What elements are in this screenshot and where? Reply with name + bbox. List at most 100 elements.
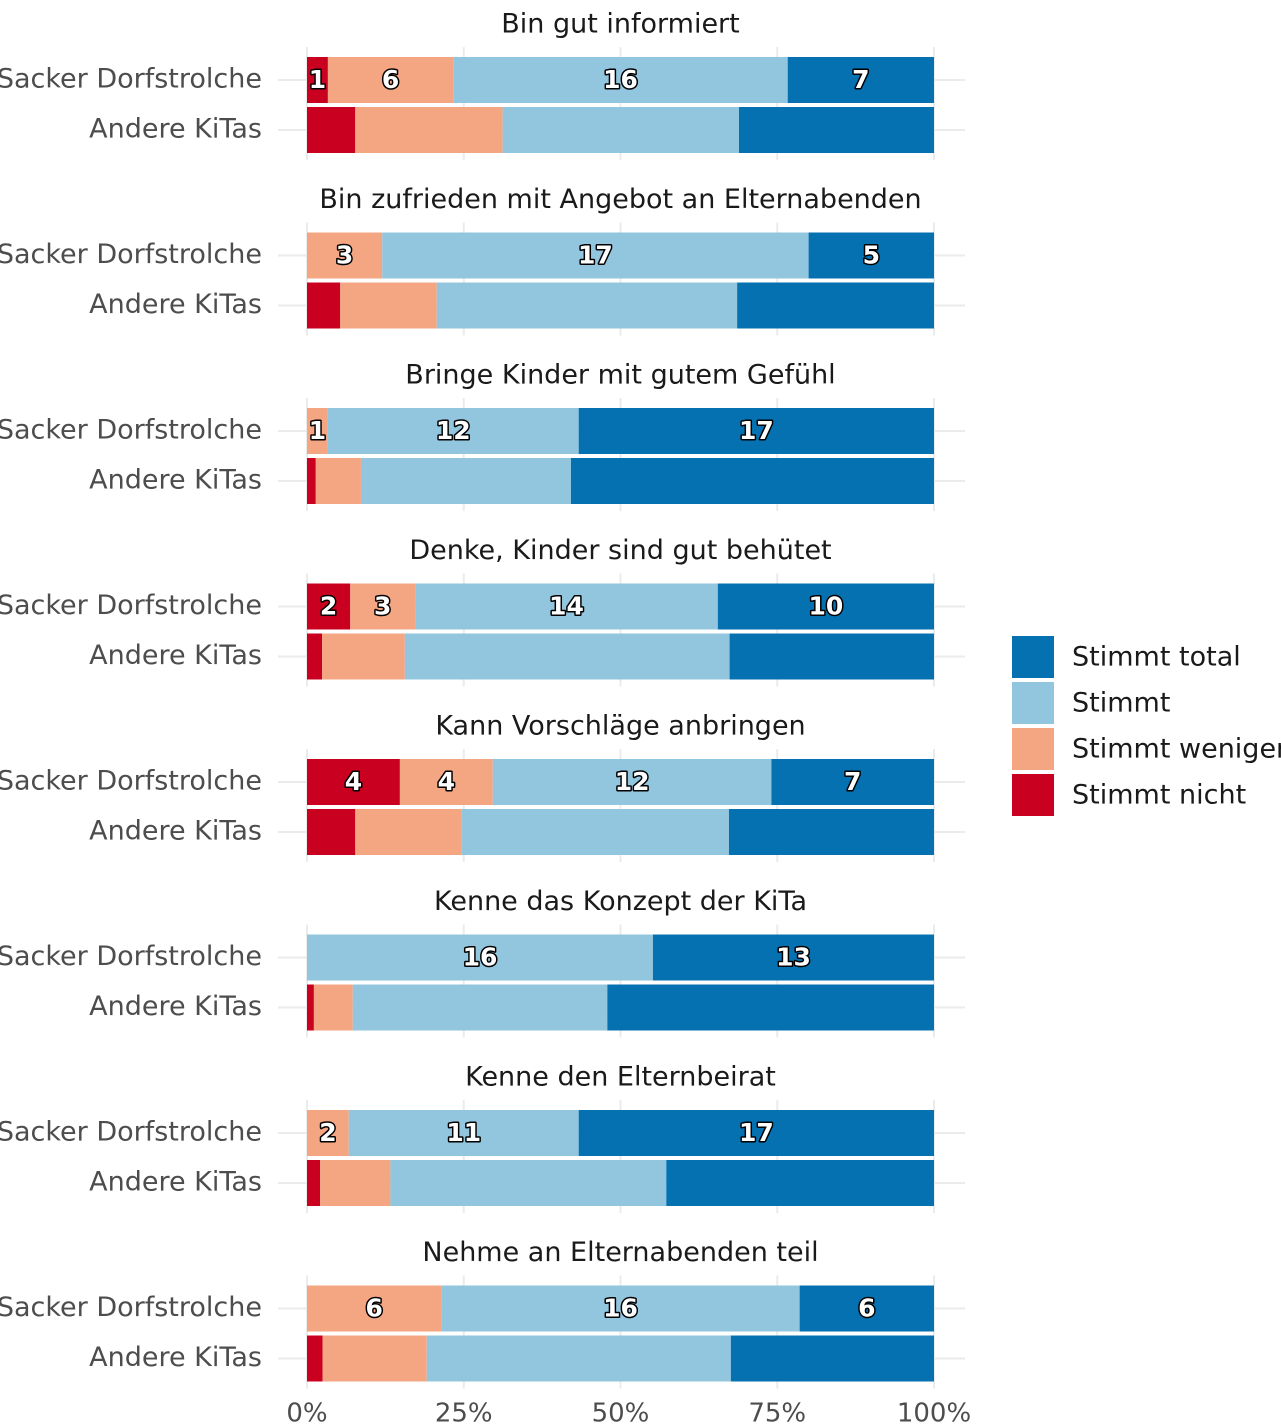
row-label: Sacker Dorfstrolche [0, 239, 262, 270]
bar-segment [799, 1285, 934, 1332]
x-tick-label: 25% [435, 1399, 493, 1427]
facet-title: Bringe Kinder mit gutem Gefühl [405, 360, 835, 391]
row-label: Andere KiTas [89, 991, 262, 1022]
bar-segment [307, 408, 328, 454]
bar-segment [578, 408, 934, 454]
x-tick-label: 75% [748, 1399, 806, 1427]
bar-segment [355, 107, 503, 153]
row-label: Andere KiTas [89, 816, 262, 847]
bar-segment [730, 1335, 934, 1382]
data-label: 17 [578, 241, 613, 270]
facet-title: Bin gut informiert [501, 9, 740, 40]
bar-segment [307, 759, 400, 805]
data-label: 4 [438, 767, 455, 796]
facet-title: Kann Vorschläge anbringen [435, 711, 805, 742]
row-label: Sacker Dorfstrolche [0, 941, 262, 972]
bar-segment [307, 583, 351, 630]
legend-swatch [1012, 636, 1054, 678]
bar-segment [360, 458, 571, 504]
row-label: Sacker Dorfstrolche [0, 766, 262, 797]
facet-title: Kenne das Konzept der KiTa [434, 886, 807, 917]
row-label: Sacker Dorfstrolche [0, 1117, 262, 1148]
legend-swatch [1012, 774, 1054, 816]
bar-segment [461, 809, 729, 855]
row-label: Sacker Dorfstrolche [0, 590, 262, 621]
bar-segment [307, 282, 341, 329]
facet-title: Nehme an Elternabenden teil [422, 1237, 818, 1268]
bar-segment [322, 1335, 427, 1382]
x-tick-label: 50% [592, 1399, 650, 1427]
bar-segment [348, 1110, 579, 1156]
bar-segment [340, 282, 437, 329]
bar-segment [453, 57, 788, 103]
facet-title: Bin zufrieden mit Angebot an Elternabend… [319, 184, 921, 215]
data-label: 12 [436, 416, 471, 445]
bar-segment [390, 1160, 667, 1206]
data-label: 12 [615, 767, 650, 796]
bar-segment [717, 583, 934, 630]
bar-segment [666, 1160, 934, 1206]
row-label: Andere KiTas [89, 1167, 262, 1198]
data-label: 4 [345, 767, 362, 796]
bar-segment [808, 232, 934, 279]
bar-segment [307, 633, 323, 680]
bar-segment [320, 1160, 391, 1206]
bar-segment [322, 633, 405, 680]
bar-segment [307, 984, 314, 1031]
row-label: Sacker Dorfstrolche [0, 1292, 262, 1323]
data-label: 17 [739, 416, 774, 445]
bar-segment [441, 1285, 800, 1332]
bar-segment [737, 282, 934, 329]
x-tick-label: 100% [897, 1399, 971, 1427]
bar-segment [307, 458, 316, 504]
bar-segment [307, 107, 356, 153]
bar-segment [327, 57, 454, 103]
bar-segment [355, 809, 462, 855]
bar-segment [307, 57, 328, 103]
bar-segment [578, 1110, 934, 1156]
row-label: Sacker Dorfstrolche [0, 415, 262, 446]
data-label: 16 [463, 943, 498, 972]
row-label: Sacker Dorfstrolche [0, 64, 262, 95]
row-label: Andere KiTas [89, 114, 262, 145]
bar-segment [771, 759, 934, 805]
bar-segment [399, 759, 493, 805]
legend-swatch [1012, 682, 1054, 724]
data-label: 6 [858, 1294, 875, 1323]
facet-title: Denke, Kinder sind gut behütet [409, 535, 831, 566]
legend-swatch [1012, 728, 1054, 770]
bar-segment [307, 1335, 323, 1382]
data-label: 7 [852, 65, 869, 94]
data-label: 17 [739, 1118, 774, 1147]
bar-segment [327, 408, 579, 454]
bar-segment [382, 232, 809, 279]
bar-segment [787, 57, 934, 103]
bar-segment [313, 984, 353, 1031]
data-label: 10 [808, 592, 843, 621]
data-label: 14 [549, 592, 584, 621]
data-label: 7 [844, 767, 861, 796]
data-label: 5 [863, 241, 880, 270]
bar-segment [607, 984, 934, 1031]
legend-entry: Stimmt total [1072, 642, 1241, 673]
bar-segment [436, 282, 738, 329]
bar-segment [315, 458, 361, 504]
bar-segment [492, 759, 772, 805]
bar-segment [652, 934, 934, 981]
data-label: 1 [309, 65, 326, 94]
bar-segment [352, 984, 608, 1031]
bar-segment [404, 633, 730, 680]
data-label: 1 [309, 416, 326, 445]
data-label: 11 [446, 1118, 481, 1147]
data-label: 3 [374, 592, 391, 621]
data-label: 16 [603, 65, 638, 94]
bar-segment [307, 232, 383, 279]
bar-segment [307, 1160, 321, 1206]
bar-segment [426, 1335, 731, 1382]
row-label: Andere KiTas [89, 1342, 262, 1373]
bar-segment [570, 458, 934, 504]
data-label: 2 [320, 592, 337, 621]
bar-segment [728, 809, 934, 855]
x-tick-label: 0% [286, 1399, 327, 1427]
